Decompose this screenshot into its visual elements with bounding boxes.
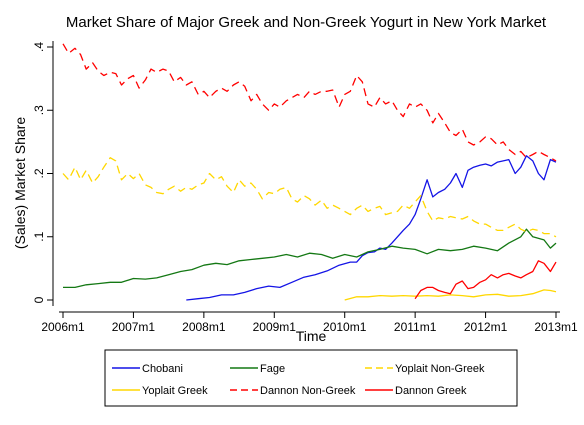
legend-label-yoplait-greek: Yoplait Greek [142, 385, 208, 397]
series-line-yoplait-greek [344, 289, 557, 301]
y-tick-label: .1 [32, 231, 46, 241]
series-line-dannon-greek [414, 260, 557, 300]
y-tick-label: .3 [32, 105, 46, 115]
chart-title: Market Share of Major Greek and Non-Gree… [66, 14, 547, 31]
legend-label-yoplait-non-greek: Yoplait Non-Greek [395, 363, 485, 375]
legend-label-fage: Fage [260, 363, 285, 375]
series-line-chobani [186, 155, 557, 301]
x-tick-label: 2013m1 [534, 320, 578, 334]
x-tick-label: 2012m1 [464, 320, 508, 334]
legend-label-chobani: Chobani [142, 363, 183, 375]
y-tick-label: .4 [32, 42, 46, 52]
y-tick-label: .2 [32, 168, 46, 178]
series-line-dannon-non-greek [62, 43, 557, 162]
x-axis-label: Time [296, 328, 327, 344]
legend-label-dannon-non-greek: Dannon Non-Greek [260, 385, 356, 397]
legend-label-dannon-greek: Dannon Greek [395, 385, 467, 397]
plot-area [62, 43, 557, 301]
y-axis-label: (Sales) Market Share [12, 117, 28, 249]
axes: 0 .1 .2 .3 .4 2006m1 2007m1 2008m1 2009m1 2010m1 2… [32, 41, 578, 334]
y-tick-label: 0 [32, 296, 46, 303]
legend: Chobani Fage Yoplait Non-Greek Yoplait Gree… [104, 349, 518, 407]
series-line-fage [63, 228, 557, 289]
series-line-yoplait-non-greek [62, 157, 557, 238]
x-tick-label: 2007m1 [112, 320, 156, 334]
x-tick-label: 2008m1 [182, 320, 226, 334]
x-tick-label: 2010m1 [323, 320, 367, 334]
legend-box [104, 349, 518, 407]
x-tick-label: 2006m1 [41, 320, 85, 334]
x-tick-label: 2011m1 [394, 320, 437, 334]
x-tick-label: 2009m1 [253, 320, 297, 334]
